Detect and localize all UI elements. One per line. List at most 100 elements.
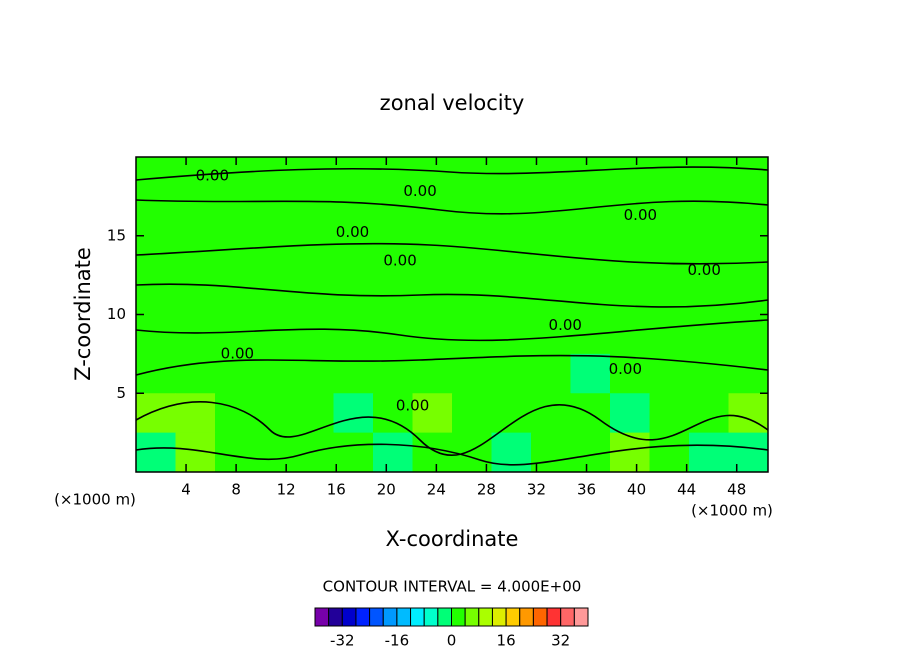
field-cell	[570, 275, 611, 315]
x-tick-label: 8	[231, 481, 241, 499]
field-cell	[531, 393, 571, 434]
colorbar-box	[451, 607, 466, 627]
y-tick-label: 10	[107, 305, 126, 323]
field-cell	[412, 157, 453, 197]
field-cell	[254, 235, 295, 276]
field-cell	[412, 314, 453, 355]
colorbar-box	[369, 607, 384, 627]
field-cell	[254, 196, 295, 237]
colorbar-box	[423, 607, 439, 627]
field-cell	[373, 393, 413, 434]
field-cell	[491, 196, 532, 237]
colorbar-tick-label: 16	[497, 632, 516, 650]
field-cell	[333, 157, 374, 197]
colorbar-box	[464, 607, 480, 627]
field-cell	[215, 157, 255, 197]
field-cell	[491, 314, 532, 355]
x-tick-label: 4	[181, 481, 191, 499]
field-cell	[136, 393, 176, 434]
field-cell	[215, 314, 255, 355]
contour-label: 0.00	[336, 223, 369, 241]
field-cell	[491, 353, 532, 394]
field-cell	[254, 157, 295, 197]
field-cell	[570, 157, 611, 197]
field-cell	[610, 393, 650, 434]
field-cell	[294, 275, 334, 315]
field-cell	[333, 353, 374, 394]
colorbar-box	[491, 607, 507, 627]
field-cell	[136, 196, 176, 237]
field-cell	[491, 275, 532, 315]
field-cell	[254, 314, 295, 355]
field-cell	[175, 235, 216, 276]
colorbar: -32 -16 0 16 32	[314, 607, 589, 650]
field-cell	[689, 196, 729, 237]
field-cell	[373, 157, 413, 197]
colorbar-box	[573, 607, 589, 627]
field-cell	[333, 235, 374, 276]
x-tick-label: 16	[327, 481, 346, 499]
field-cell	[491, 157, 532, 197]
field-cell	[689, 157, 729, 197]
x-tick-label: 20	[377, 481, 396, 499]
field-cell	[294, 157, 334, 197]
x-tick-label: 40	[627, 481, 646, 499]
field-cell	[728, 353, 769, 394]
field	[136, 157, 769, 473]
contour-label: 0.00	[383, 251, 416, 269]
field-cell	[491, 432, 532, 473]
field-cell	[689, 353, 729, 394]
x-tick-label: 48	[727, 481, 746, 499]
field-cell	[452, 157, 492, 197]
field-cell	[610, 275, 650, 315]
x-tick-label: 28	[477, 481, 496, 499]
field-cell	[294, 314, 334, 355]
field-cell	[649, 314, 690, 355]
field-cell	[570, 353, 611, 394]
field-cell	[649, 235, 690, 276]
contour-label: 0.00	[609, 360, 642, 378]
field-cell	[728, 157, 769, 197]
field-cell	[531, 353, 571, 394]
field-cell	[294, 432, 334, 473]
field-cell	[649, 157, 690, 197]
field-cell	[175, 393, 216, 434]
colorbar-box	[341, 607, 357, 627]
x-tick-label: 36	[577, 481, 596, 499]
field-cell	[689, 314, 729, 355]
contour-label: 0.00	[624, 206, 657, 224]
colorbar-tick-label: -16	[385, 632, 410, 650]
colorbar-box	[396, 607, 412, 627]
field-cell	[215, 235, 255, 276]
field-cell	[373, 235, 413, 276]
colorbar-box	[505, 607, 521, 627]
x-axis-label: X-coordinate	[386, 527, 519, 551]
field-cell	[610, 432, 650, 473]
field-cell	[452, 432, 492, 473]
colorbar-tick-label: 32	[551, 632, 570, 650]
field-cell	[531, 157, 571, 197]
contour-label: 0.00	[196, 166, 229, 184]
colorbar-box	[382, 607, 398, 627]
field-cell	[175, 196, 216, 237]
field-cell	[254, 275, 295, 315]
field-cell	[531, 432, 571, 473]
field-cell	[254, 432, 295, 473]
field-cell	[373, 432, 413, 473]
field-cell	[610, 157, 650, 197]
x-tick-label: 24	[427, 481, 446, 499]
field-cell	[610, 235, 650, 276]
field-cell	[491, 235, 532, 276]
colorbar-box	[560, 607, 575, 627]
field-cell	[175, 314, 216, 355]
field-cell	[610, 353, 650, 394]
y-unit: (×1000 m)	[691, 502, 773, 520]
y-axis-label: Z-coordinate	[71, 247, 95, 381]
field-cell	[333, 432, 374, 473]
field-cell	[373, 196, 413, 237]
field-cell	[333, 314, 374, 355]
colorbar-tick-label: 0	[447, 632, 457, 650]
field-cell	[452, 235, 492, 276]
contour-lines	[135, 166, 769, 466]
